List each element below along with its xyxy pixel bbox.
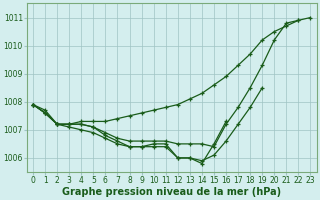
X-axis label: Graphe pression niveau de la mer (hPa): Graphe pression niveau de la mer (hPa) <box>62 187 281 197</box>
